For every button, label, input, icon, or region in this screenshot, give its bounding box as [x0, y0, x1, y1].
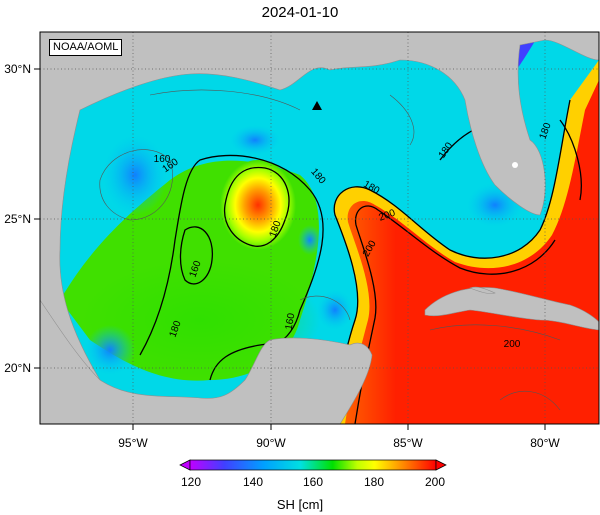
colorbar-tick: 120 — [181, 475, 201, 489]
colorbar-max-arrow — [435, 459, 447, 471]
map-title: 2024-01-10 — [261, 4, 339, 21]
graticule — [40, 32, 599, 424]
contours — [139, 99, 582, 424]
colorbar-tick: 200 — [425, 475, 445, 489]
colorbar-bar — [189, 459, 437, 471]
lon-tick: 95°W — [118, 436, 148, 450]
low-campeche — [317, 290, 353, 330]
axis-ticks — [34, 68, 546, 430]
lon-tick: 80°W — [530, 436, 560, 450]
map-area — [40, 32, 599, 424]
low-center — [298, 225, 322, 255]
low-north — [230, 125, 280, 155]
low-southwest — [85, 325, 135, 375]
lon-tick-labels: 95°W 90°W 85°W 80°W — [118, 436, 560, 450]
green-patch — [80, 260, 320, 380]
loop-current-core — [345, 80, 599, 424]
lat-tick-labels: 30°N 25°N 20°N — [4, 62, 31, 375]
minor-contours — [99, 89, 561, 411]
colorbar-tick: 160 — [303, 475, 323, 489]
low-west — [103, 135, 167, 215]
colorbar-label: SH [cm] — [276, 497, 324, 512]
lon-tick: 90°W — [256, 436, 286, 450]
lat-tick: 30°N — [4, 62, 31, 76]
colorbar-tick: 140 — [243, 475, 263, 489]
contour-label: 160 — [284, 312, 298, 331]
colorbar: 120 140 160 180 200 — [179, 459, 447, 489]
map-frame — [39, 31, 600, 425]
lat-tick: 20°N — [4, 361, 31, 375]
credit-label: NOAA/AOML — [49, 39, 123, 56]
colorbar-tick: 180 — [364, 475, 384, 489]
colorbar-min-arrow — [179, 459, 191, 471]
station-marker-icon — [312, 101, 322, 110]
land — [40, 32, 599, 424]
contour-label: 200 — [504, 339, 521, 350]
contour-label: 160 — [154, 154, 171, 165]
lon-tick: 85°W — [393, 436, 423, 450]
lat-tick: 25°N — [4, 212, 31, 226]
warm-eddy — [220, 160, 296, 250]
lake-okeechobee — [512, 162, 518, 168]
